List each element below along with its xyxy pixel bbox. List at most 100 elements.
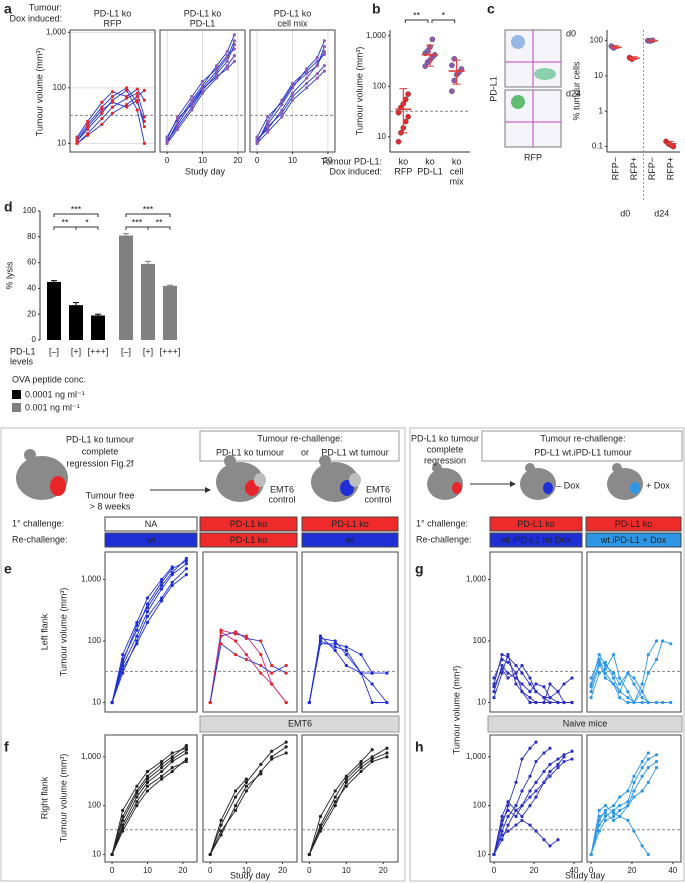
plot-frame bbox=[104, 734, 198, 863]
data-point bbox=[284, 751, 288, 755]
data-point bbox=[170, 580, 174, 584]
data-point bbox=[333, 639, 337, 643]
data-point bbox=[542, 780, 546, 784]
data-point bbox=[640, 759, 644, 764]
data-point bbox=[556, 838, 560, 842]
flow-axis-title: PD-L1 bbox=[488, 76, 498, 102]
data-point bbox=[145, 774, 150, 778]
flow-label: d24 bbox=[566, 88, 581, 98]
data-point bbox=[492, 690, 496, 694]
data-point bbox=[646, 852, 650, 857]
data-point bbox=[184, 751, 188, 755]
data-point bbox=[284, 663, 288, 668]
data-point bbox=[528, 823, 532, 827]
data-point bbox=[176, 122, 180, 126]
cell-label: PD-L1 ko bbox=[230, 519, 268, 529]
data-point bbox=[200, 87, 205, 91]
data-point bbox=[225, 56, 229, 60]
cell-label: PD-L1 ko bbox=[230, 535, 268, 545]
data-point bbox=[233, 630, 238, 634]
data-point bbox=[284, 671, 288, 675]
y-tick-label: 100 bbox=[88, 636, 102, 645]
data-point bbox=[618, 682, 622, 686]
cell-label: NA bbox=[145, 519, 158, 529]
data-point bbox=[160, 766, 164, 770]
data-point bbox=[170, 759, 174, 764]
significance-label: *** bbox=[143, 204, 154, 214]
data-point bbox=[170, 570, 174, 575]
data-point bbox=[506, 653, 510, 657]
x-tick-label: RFP bbox=[394, 166, 412, 176]
series-line bbox=[590, 767, 657, 855]
data-point bbox=[618, 814, 622, 819]
data-point bbox=[233, 653, 238, 657]
plot-frame bbox=[489, 551, 583, 713]
significance-bracket bbox=[125, 213, 171, 217]
series-line bbox=[590, 761, 657, 855]
data-point bbox=[266, 119, 270, 123]
diagram-label: Tumour re-challenge: bbox=[540, 433, 625, 443]
data-point bbox=[589, 690, 593, 694]
row-header: Dox induced: bbox=[9, 13, 62, 23]
data-point bbox=[548, 696, 552, 700]
data-point bbox=[315, 59, 319, 63]
bar bbox=[163, 285, 177, 340]
data-point bbox=[492, 685, 496, 689]
plot-frame bbox=[202, 551, 298, 713]
diagram-label: > 8 weeks bbox=[90, 501, 131, 511]
data-point bbox=[528, 676, 532, 680]
data-point bbox=[135, 804, 139, 808]
y-tick-label: 1,000 bbox=[81, 752, 102, 761]
plot-frame bbox=[202, 734, 298, 863]
data-point bbox=[603, 808, 607, 812]
data-point bbox=[618, 804, 622, 808]
data-point bbox=[125, 96, 129, 100]
x-tick-label: [+++] bbox=[88, 346, 109, 356]
data-point bbox=[125, 86, 129, 90]
panel-letter: d bbox=[4, 199, 13, 215]
cell-label: wt.iPD-L1 + Dox bbox=[600, 535, 667, 545]
data-point bbox=[500, 663, 504, 668]
data-point bbox=[597, 829, 601, 833]
data-point bbox=[284, 745, 288, 749]
diagram-label: regression Fig.2f bbox=[66, 458, 134, 468]
significance-bracket bbox=[147, 226, 171, 230]
data-point bbox=[165, 139, 169, 143]
data-point bbox=[176, 127, 180, 131]
data-point bbox=[632, 700, 636, 705]
data-point bbox=[333, 648, 337, 653]
data-point bbox=[170, 757, 174, 761]
x-tick-label: [+] bbox=[143, 346, 153, 356]
data-point bbox=[184, 743, 188, 748]
data-point bbox=[534, 740, 538, 744]
significance-bracket bbox=[53, 213, 99, 217]
data-point bbox=[184, 559, 188, 563]
data-point bbox=[520, 814, 524, 819]
data-point bbox=[270, 757, 274, 761]
data-point bbox=[632, 780, 636, 784]
flow-cloud bbox=[534, 68, 556, 80]
data-point bbox=[520, 789, 524, 793]
data-point bbox=[597, 671, 601, 675]
data-point bbox=[145, 789, 150, 793]
data-point bbox=[270, 749, 274, 753]
panel-letter: f bbox=[4, 739, 9, 755]
y-tick-label: 100 bbox=[373, 81, 387, 90]
data-point bbox=[270, 671, 274, 675]
plot-frame bbox=[301, 551, 399, 713]
data-point bbox=[370, 757, 374, 761]
tumour bbox=[254, 473, 266, 487]
data-point bbox=[284, 740, 288, 744]
data-point bbox=[626, 800, 630, 804]
data-point bbox=[589, 685, 593, 689]
data-point bbox=[135, 98, 139, 102]
data-point bbox=[160, 599, 164, 603]
flow-cloud bbox=[511, 95, 525, 109]
data-point bbox=[597, 653, 601, 657]
data-point bbox=[589, 696, 593, 700]
data-point bbox=[597, 823, 601, 827]
x-tick-label: cell bbox=[450, 166, 464, 176]
data-point bbox=[344, 780, 348, 784]
data-point bbox=[514, 814, 518, 819]
data-point bbox=[270, 755, 274, 759]
